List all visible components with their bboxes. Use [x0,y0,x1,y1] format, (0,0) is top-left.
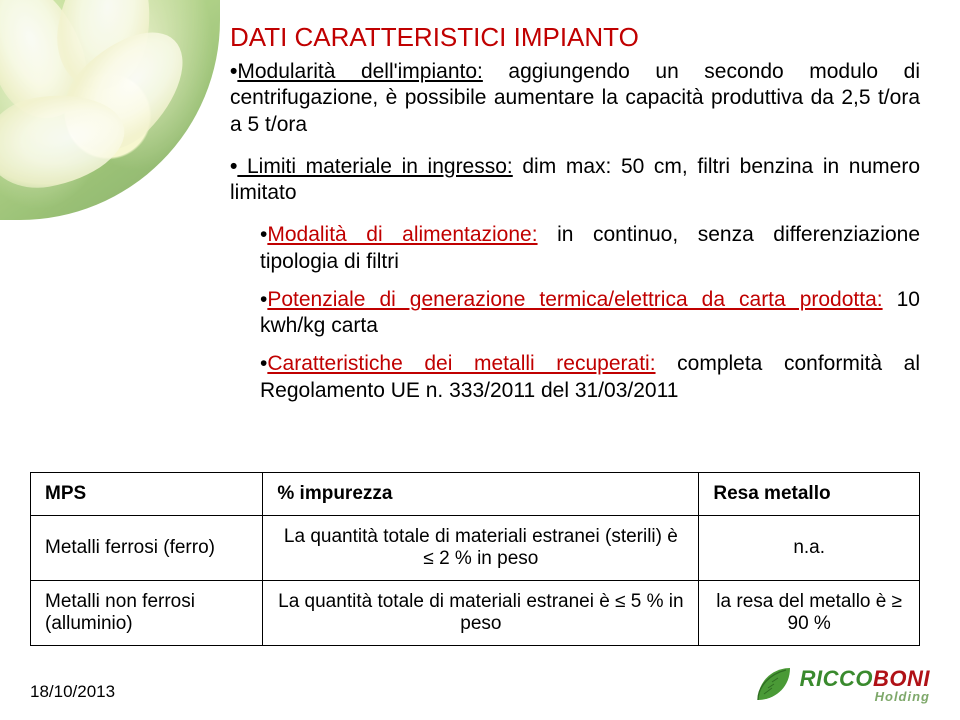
th-mps: MPS [31,473,263,516]
logo-part-red: BONI [873,666,930,691]
sub-bullet-lead: Potenziale di generazione termica/elettr… [267,288,882,311]
bullet-lead: Limiti materiale in ingresso: [237,155,512,178]
cell-metal-type: Metalli non ferrosi (alluminio) [31,581,263,646]
footer-date: 18/10/2013 [30,682,115,702]
sub-bullet-modalita: •Modalità di alimentazione: in continuo,… [260,222,920,275]
sub-bullets: •Modalità di alimentazione: in continuo,… [260,222,920,404]
table-container: MPS % impurezza Resa metallo Metalli fer… [30,472,920,646]
top-bullets: •Modularità dell'impianto: aggiungendo u… [230,59,920,206]
mps-table: MPS % impurezza Resa metallo Metalli fer… [30,472,920,646]
sub-bullet-lead: Caratteristiche dei metalli recuperati: [267,352,655,375]
sub-bullet-potenziale: •Potenziale di generazione termica/elett… [260,287,920,340]
logo-leaf-icon [752,664,794,706]
slide: DATI CARATTERISTICI IMPIANTO •Modularità… [0,0,960,720]
sub-bullet-caratteristiche: •Caratteristiche dei metalli recuperati:… [260,351,920,404]
cell-impurezza: La quantità totale di materiali estranei… [263,581,699,646]
cell-metal-type: Metalli ferrosi (ferro) [31,516,263,581]
th-impurezza: % impurezza [263,473,699,516]
logo-brand: RICCOBONI [800,668,930,690]
logo-subtitle: Holding [800,690,930,703]
cell-resa: la resa del metallo è ≥ 90 % [699,581,920,646]
sub-bullet-lead: Modalità di alimentazione: [267,223,537,246]
table-header-row: MPS % impurezza Resa metallo [31,473,920,516]
content-area: DATI CARATTERISTICI IMPIANTO •Modularità… [230,22,920,416]
bullet-lead: Modularità dell'impianto: [237,60,483,83]
logo-text: RICCOBONI Holding [800,668,930,703]
cell-impurezza: La quantità totale di materiali estranei… [263,516,699,581]
bullet-limiti: • Limiti materiale in ingresso: dim max:… [230,154,920,207]
th-resa: Resa metallo [699,473,920,516]
table-row: Metalli non ferrosi (alluminio) La quant… [31,581,920,646]
bullet-modularita: •Modularità dell'impianto: aggiungendo u… [230,59,920,138]
background-floral-decoration [0,0,220,220]
table-row: Metalli ferrosi (ferro) La quantità tota… [31,516,920,581]
slide-title: DATI CARATTERISTICI IMPIANTO [230,22,920,53]
logo: RICCOBONI Holding [752,664,930,706]
cell-resa: n.a. [699,516,920,581]
logo-part-green: RICCO [800,666,873,691]
